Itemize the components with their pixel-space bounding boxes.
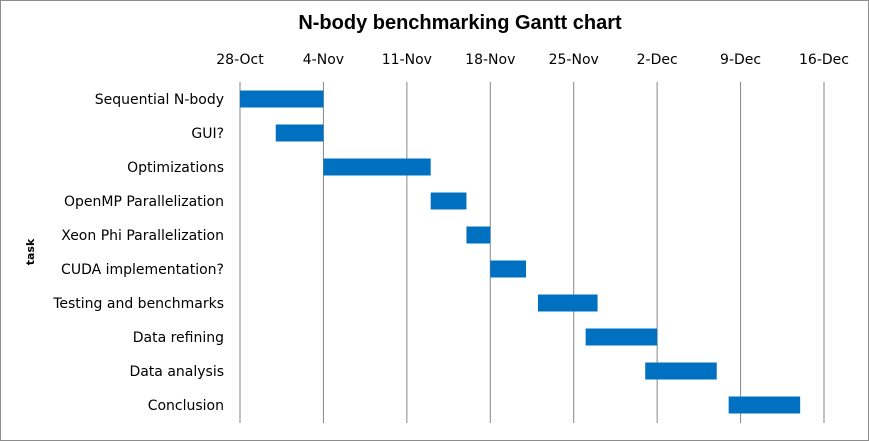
task-bar: [537, 294, 598, 312]
task-bar: [585, 328, 658, 346]
task-label: Testing and benchmarks: [52, 296, 224, 312]
x-tick-label: 18-Nov: [465, 52, 515, 68]
gridlines: [239, 82, 825, 423]
x-tick-label: 25-Nov: [549, 52, 599, 68]
task-label: Data refining: [133, 330, 224, 346]
x-tick-label: 11-Nov: [382, 52, 432, 68]
task-bar: [466, 226, 491, 244]
y-axis-categories: Sequential N-body GUI? Optimizations OpenMP…: [52, 92, 224, 414]
x-tick-label: 28-Oct: [216, 52, 264, 68]
task-label: Conclusion: [148, 398, 224, 414]
chart-title: N-body benchmarking Gantt chart: [298, 12, 622, 34]
task-bar: [323, 158, 431, 176]
task-label: Optimizations: [127, 160, 224, 176]
x-tick-label: 4-Nov: [303, 52, 344, 68]
x-tick-label: 16-Dec: [799, 52, 849, 68]
task-label: CUDA implementation?: [61, 262, 224, 278]
task-bar: [240, 90, 324, 108]
task-bar: [430, 192, 467, 210]
task-bar: [728, 396, 801, 414]
y-axis-label: task: [24, 238, 37, 265]
x-axis-ticks: 28-Oct 4-Nov 11-Nov 18-Nov 25-Nov 2-Dec 9-Dec 1…: [216, 52, 849, 68]
bars: [240, 90, 801, 414]
task-bar: [275, 124, 324, 142]
task-label: Data analysis: [129, 364, 224, 380]
task-label: Sequential N-body: [95, 92, 224, 108]
task-label: GUI?: [191, 126, 224, 142]
x-tick-label: 9-Dec: [720, 52, 761, 68]
x-tick-label: 2-Dec: [637, 52, 678, 68]
task-label: Xeon Phi Parallelization: [61, 228, 224, 244]
task-bar: [645, 362, 717, 380]
task-bar: [490, 260, 527, 278]
task-label: OpenMP Parallelization: [64, 194, 224, 210]
